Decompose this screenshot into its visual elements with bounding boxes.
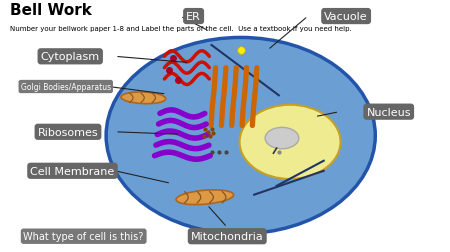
Ellipse shape	[121, 92, 166, 104]
Text: Golgi Bodies/Apparatus: Golgi Bodies/Apparatus	[21, 83, 111, 92]
Ellipse shape	[106, 38, 375, 234]
Text: Cell Membrane: Cell Membrane	[30, 166, 115, 176]
Ellipse shape	[265, 128, 299, 149]
Text: What type of cell is this?: What type of cell is this?	[23, 231, 144, 241]
Text: Nucleus: Nucleus	[366, 107, 411, 117]
Text: Ribosomes: Ribosomes	[38, 127, 98, 137]
Ellipse shape	[239, 105, 341, 179]
Text: Cytoplasm: Cytoplasm	[40, 52, 100, 62]
Text: Vacuole: Vacuole	[324, 12, 368, 22]
Text: Number your bellwork paper 1-8 and Label the parts of the cell.  Use a textbook : Number your bellwork paper 1-8 and Label…	[9, 26, 351, 32]
Ellipse shape	[176, 190, 234, 205]
Text: ER: ER	[186, 12, 201, 22]
Text: Bell Work: Bell Work	[9, 3, 91, 18]
Text: Mitochondria: Mitochondria	[191, 231, 264, 241]
